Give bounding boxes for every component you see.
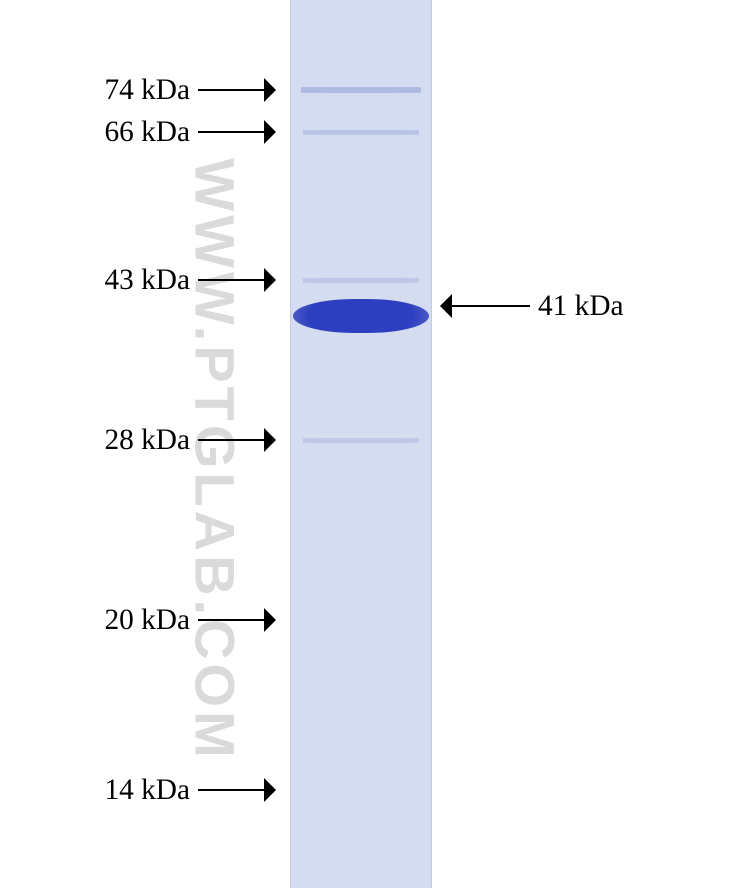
target-marker-label: 41 kDa [538, 294, 624, 318]
arrow-right-icon [198, 120, 276, 144]
gel-band-ladder-28 [303, 438, 419, 443]
gel-figure: WWW.PTGLAB.COM 74 kDa 66 kDa 43 kDa 28 kDa 2… [0, 0, 740, 888]
gel-band-ladder-66 [303, 130, 419, 135]
ladder-marker-label: 28 kDa [0, 428, 190, 452]
ladder-marker: 74 kDa [0, 78, 276, 102]
ladder-marker: 28 kDa [0, 428, 276, 452]
ladder-marker-label: 74 kDa [0, 78, 190, 102]
arrow-right-icon [198, 78, 276, 102]
watermark-text: WWW.PTGLAB.COM [183, 158, 248, 761]
ladder-marker: 43 kDa [0, 268, 276, 292]
ladder-marker: 66 kDa [0, 120, 276, 144]
arrow-right-icon [198, 608, 276, 632]
gel-band-target-41 [293, 299, 429, 333]
arrow-right-icon [198, 428, 276, 452]
ladder-marker-label: 66 kDa [0, 120, 190, 144]
ladder-marker: 20 kDa [0, 608, 276, 632]
ladder-marker-label: 43 kDa [0, 268, 190, 292]
arrow-left-icon [440, 294, 530, 318]
gel-band-ladder-74 [301, 87, 421, 93]
gel-lane [290, 0, 432, 888]
target-marker: 41 kDa [440, 294, 624, 318]
arrow-right-icon [198, 268, 276, 292]
gel-band-ladder-43 [303, 278, 419, 283]
ladder-marker-label: 14 kDa [0, 778, 190, 802]
ladder-marker-label: 20 kDa [0, 608, 190, 632]
ladder-marker: 14 kDa [0, 778, 276, 802]
arrow-right-icon [198, 778, 276, 802]
